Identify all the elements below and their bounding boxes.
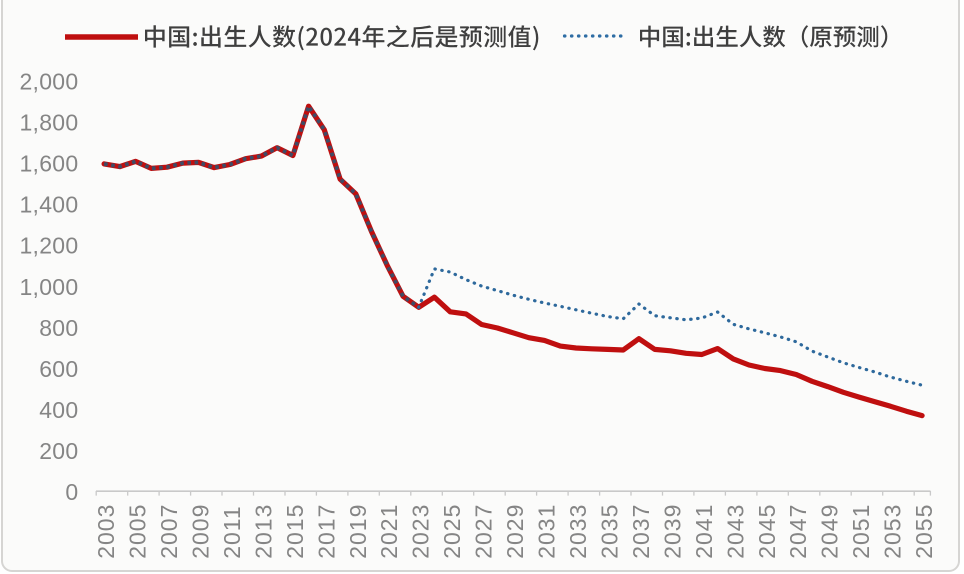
svg-text:2011: 2011 [219,505,245,558]
svg-text:2027: 2027 [471,504,497,559]
svg-text:2051: 2051 [848,504,874,559]
svg-text:1,400: 1,400 [19,192,78,218]
svg-text:2,000: 2,000 [19,68,78,94]
svg-text:1,600: 1,600 [19,151,78,177]
svg-text:800: 800 [39,315,78,341]
svg-text:1,000: 1,000 [19,274,78,300]
svg-text:2053: 2053 [880,504,906,559]
svg-text:2033: 2033 [565,504,591,559]
svg-text:2049: 2049 [817,504,843,559]
svg-text:2015: 2015 [282,504,308,559]
svg-text:2043: 2043 [722,504,748,559]
svg-text:1,200: 1,200 [19,233,78,259]
svg-text:600: 600 [39,356,78,382]
svg-text:2005: 2005 [125,504,151,559]
svg-text:2017: 2017 [313,504,339,559]
svg-text:2045: 2045 [754,504,780,559]
svg-text:2019: 2019 [345,504,371,559]
svg-text:1,800: 1,800 [19,109,78,135]
svg-text:2035: 2035 [597,504,623,559]
svg-text:400: 400 [39,397,78,423]
svg-text:200: 200 [39,438,78,464]
svg-text:2025: 2025 [439,504,465,559]
svg-text:2003: 2003 [93,504,119,559]
svg-text:2047: 2047 [785,504,811,559]
svg-text:2055: 2055 [911,504,937,559]
svg-text:2031: 2031 [534,504,560,559]
svg-text:2023: 2023 [408,504,434,559]
svg-text:2021: 2021 [376,504,402,559]
svg-text:2041: 2041 [691,504,717,559]
svg-text:0: 0 [65,479,78,505]
svg-text:2037: 2037 [628,504,654,559]
svg-text:2007: 2007 [156,504,182,559]
svg-text:2009: 2009 [188,504,214,559]
svg-text:2039: 2039 [659,504,685,559]
svg-text:2013: 2013 [250,504,276,559]
svg-text:2029: 2029 [502,504,528,559]
